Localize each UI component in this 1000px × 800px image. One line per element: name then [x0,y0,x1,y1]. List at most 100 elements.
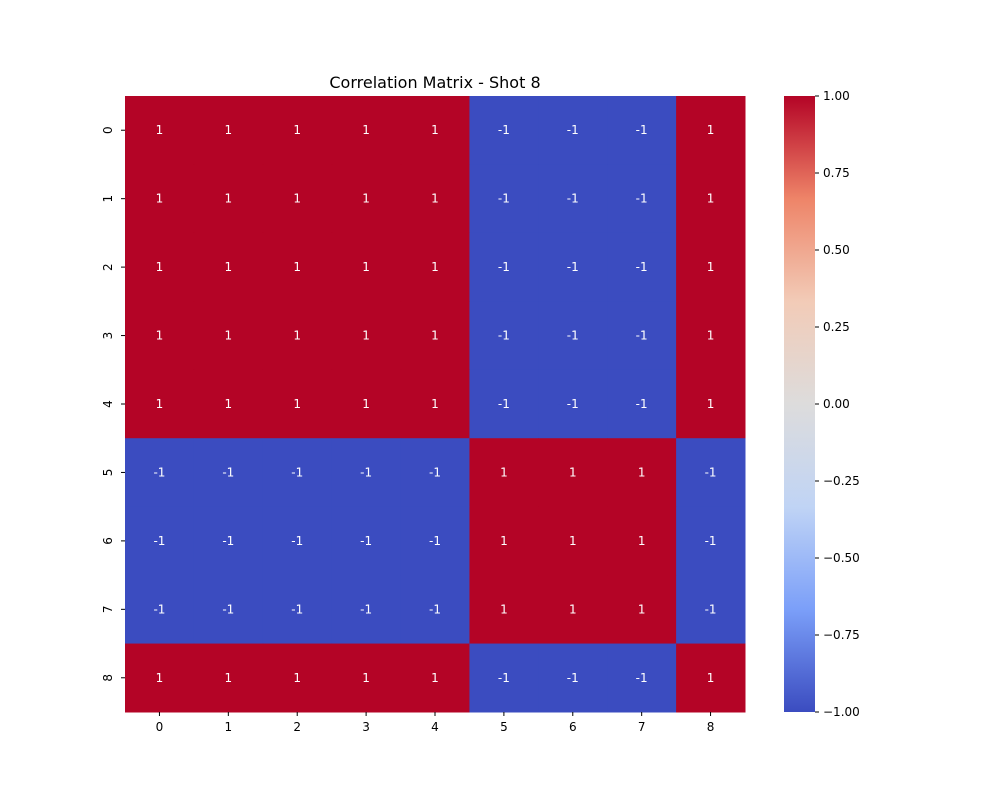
heatmap-cell [607,96,677,165]
heatmap-cell [676,96,746,165]
heatmap-cell [193,96,264,165]
heatmap-cell [331,643,402,713]
x-tick-label: 7 [638,720,646,734]
heatmap-cell [676,164,746,234]
cell-annotation: 1 [431,260,439,274]
cell-annotation: -1 [567,260,579,274]
cell-annotation: -1 [498,192,510,206]
cell-annotation: 1 [293,397,301,411]
heatmap-cell [331,301,402,371]
cell-annotation: 1 [362,329,370,343]
cell-annotation: -1 [636,260,648,274]
heatmap-cell [607,506,677,576]
heatmap-cell [331,232,402,302]
heatmap-cell [538,369,608,439]
cell-annotation: 1 [293,671,301,685]
cell-annotation: 1 [156,260,164,274]
cell-annotation: -1 [360,602,372,616]
cell-annotation: 1 [707,260,715,274]
x-tick-label: 4 [431,720,439,734]
heatmap-cell [469,232,539,302]
cell-annotation: -1 [567,329,579,343]
cell-annotation: 1 [362,671,370,685]
heatmap-cell [607,301,677,371]
cell-annotation: -1 [291,602,303,616]
heatmap-cell [125,301,195,371]
heatmap-cell [331,164,402,234]
heatmap-cell [469,575,539,645]
heatmap-cell [193,301,264,371]
heatmap-cell [331,96,402,165]
cell-annotation: -1 [636,671,648,685]
heatmap-cell [262,369,333,439]
cell-annotation: 1 [362,397,370,411]
cell-annotation: -1 [498,260,510,274]
cell-annotation: -1 [567,192,579,206]
cell-annotation: -1 [222,465,234,479]
cell-annotation: 1 [156,397,164,411]
heatmap-cell [469,164,539,234]
cell-annotation: -1 [153,465,165,479]
heatmap-cell [262,643,333,713]
cell-annotation: -1 [498,329,510,343]
heatmap-cell [193,232,264,302]
heatmap-cell [193,575,264,645]
y-axis-ticks: 0 1 2 3 4 5 6 7 8 [101,126,125,682]
heatmap-cell [331,438,402,508]
heatmap-cell [676,575,746,645]
cell-annotation: 1 [569,602,577,616]
heatmap-cell [400,575,470,645]
cell-annotation: 1 [707,123,715,137]
colorbar-tick-label: 0.25 [823,320,850,334]
heatmap-cell [607,232,677,302]
heatmap-cell [193,164,264,234]
heatmap-cell [262,575,333,645]
heatmap-cell [676,643,746,713]
y-tick-label: 4 [101,400,115,408]
cell-annotation: 1 [225,397,233,411]
cell-annotation: -1 [567,671,579,685]
cell-annotation: -1 [636,123,648,137]
x-tick-label: 2 [293,720,301,734]
cell-annotation: 1 [638,465,646,479]
cell-annotation: -1 [567,397,579,411]
cell-annotation: -1 [222,602,234,616]
heatmap-cell [538,96,608,165]
cell-annotation: -1 [498,123,510,137]
heatmap-cell [125,369,195,439]
heatmap-cell [125,438,195,508]
cell-annotation: -1 [567,123,579,137]
cell-annotation: -1 [705,534,717,548]
cell-annotation: -1 [705,465,717,479]
heatmap-cell [538,232,608,302]
cell-annotation: 1 [707,192,715,206]
heatmap-cell [125,575,195,645]
heatmap-cell [125,506,195,576]
cell-annotation: 1 [431,329,439,343]
cell-annotation: 1 [638,534,646,548]
x-tick-label: 6 [569,720,577,734]
heatmap-cell [676,438,746,508]
heatmap-cell [193,438,264,508]
colorbar-tick-label: 0.75 [823,166,850,180]
x-tick-label: 8 [707,720,715,734]
cell-annotation: 1 [293,123,301,137]
cell-annotation: 1 [225,192,233,206]
cell-annotation: 1 [293,260,301,274]
heatmap-cell [469,506,539,576]
heatmap-cell [331,575,402,645]
y-tick-label: 0 [101,126,115,134]
heatmap-cell [262,96,333,165]
cell-annotation: 1 [707,329,715,343]
y-tick-label: 2 [101,263,115,271]
heatmap-cell [538,438,608,508]
heatmap-cell [400,301,470,371]
cell-annotation: 1 [431,671,439,685]
cell-annotation: -1 [222,534,234,548]
y-tick-label: 7 [101,606,115,614]
cell-annotation: 1 [569,465,577,479]
cell-annotation: -1 [153,602,165,616]
heatmap-cell [125,96,195,165]
heatmap-cell [607,164,677,234]
